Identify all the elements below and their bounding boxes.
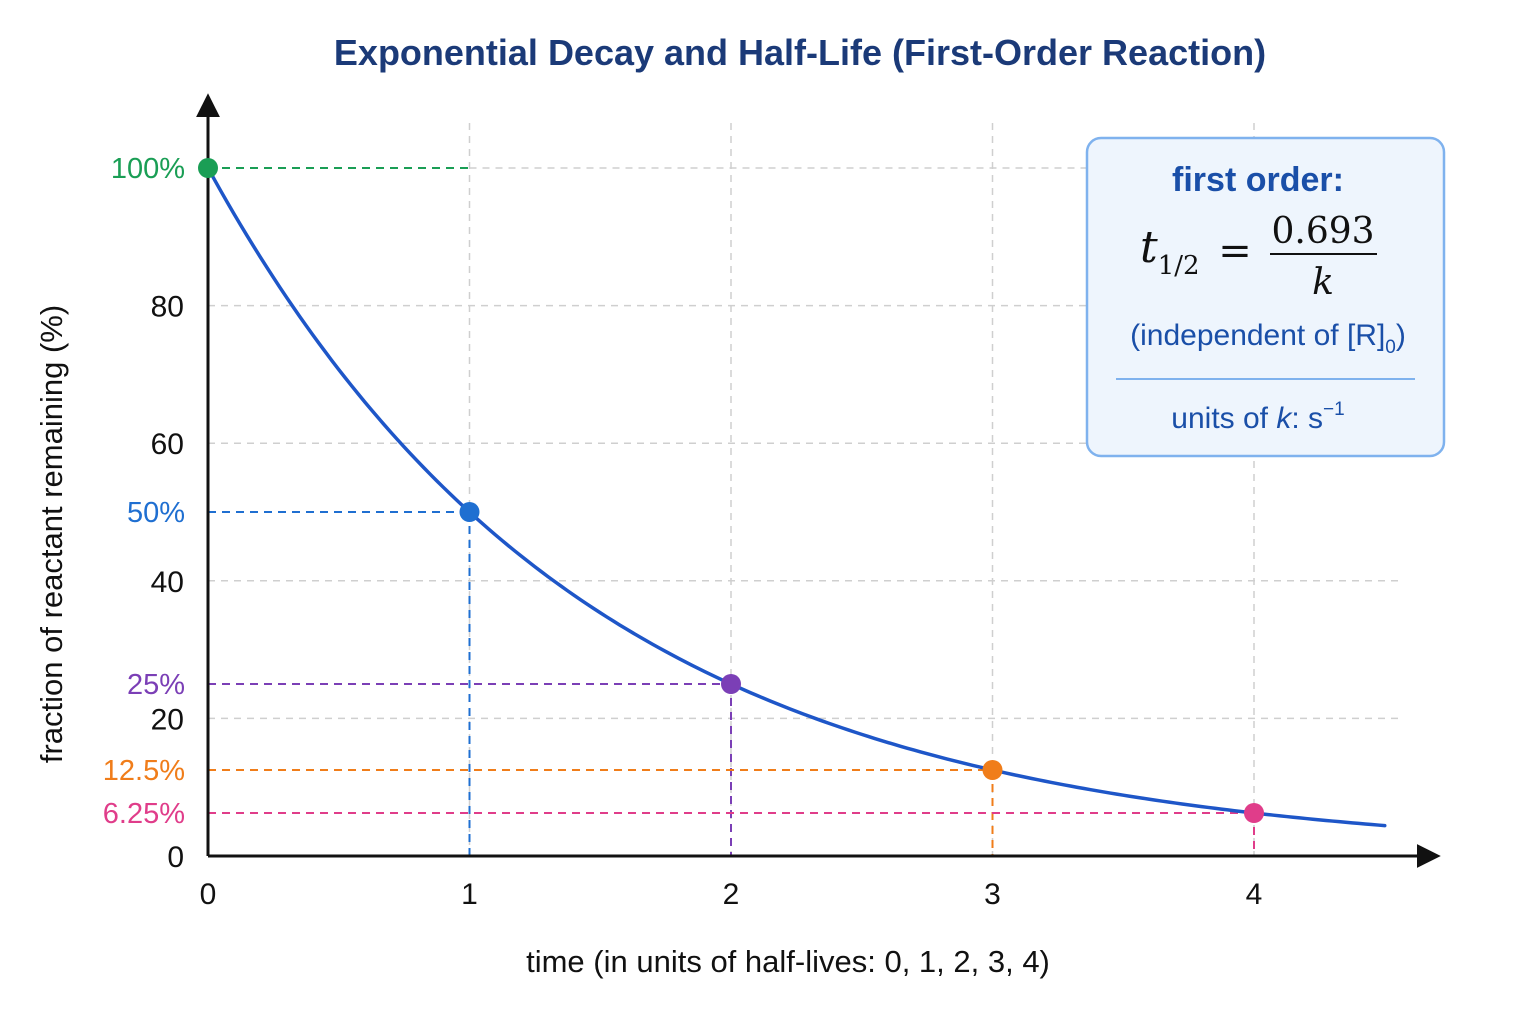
y-tick-label: 0 xyxy=(167,841,184,874)
reference-label: 50% xyxy=(127,497,185,529)
x-tick-label: 3 xyxy=(984,878,1001,911)
units-suffix: : s xyxy=(1291,402,1323,435)
formula-lhs-base: t xyxy=(1140,222,1158,273)
formula-lhs-sub: 1/2 xyxy=(1158,251,1200,281)
formula-heading: first order: xyxy=(1172,161,1344,199)
half-life-point xyxy=(982,760,1003,780)
formula-box-frame xyxy=(1085,136,1446,458)
reference-lines: 100% 50% 25% 12.5% 6.25% xyxy=(103,153,1255,856)
y-tick-label: 80 xyxy=(151,291,184,324)
chart-title: Exponential Decay and Half-Life (First-O… xyxy=(334,32,1266,73)
half-life-point xyxy=(459,502,480,522)
formula-box: first order: t1/2 = 0.693 k (independent… xyxy=(1085,136,1446,458)
formula-note-main: (independent of [R] xyxy=(1130,319,1385,352)
reference-label: 12.5% xyxy=(103,755,185,787)
formula-numerator: 0.693 xyxy=(1271,211,1374,252)
units-sup: −1 xyxy=(1323,399,1345,420)
reference-label: 25% xyxy=(127,669,185,701)
y-tick-label: 20 xyxy=(151,703,184,736)
formula-lhs: t1/2 xyxy=(1140,222,1200,281)
formula-denominator: k xyxy=(1312,262,1334,303)
half-life-point xyxy=(198,158,218,178)
x-axis-label: time (in units of half-lives: 0, 1, 2, 3… xyxy=(526,944,1050,979)
reference-label: 100% xyxy=(111,153,185,185)
units-k: k xyxy=(1276,402,1293,435)
formula-note-sub: 0 xyxy=(1385,337,1396,358)
decay-curve xyxy=(206,166,1387,828)
half-life-point xyxy=(721,674,741,694)
reference-label: 6.25% xyxy=(103,798,185,830)
half-life-points xyxy=(198,158,1264,823)
x-tick-label: 4 xyxy=(1246,878,1263,911)
units-prefix: units of xyxy=(1171,402,1276,435)
x-tick-label: 1 xyxy=(461,878,478,911)
units-of-k: units of k: s−1 xyxy=(1171,399,1344,435)
formula-note: (independent of [R]0) xyxy=(1130,319,1406,358)
axis-ticks: 0 20 40 60 80 0 1 2 3 4 xyxy=(151,291,1263,911)
y-tick-label: 60 xyxy=(151,428,184,461)
formula-note-close: ) xyxy=(1396,319,1406,352)
half-life-point xyxy=(1244,803,1264,823)
y-axis-label: fraction of reactant remaining (%) xyxy=(34,305,69,763)
formula-equals: = xyxy=(1218,228,1252,274)
y-tick-label: 40 xyxy=(151,566,184,599)
decay-line xyxy=(206,166,1387,828)
x-tick-label: 2 xyxy=(723,878,740,911)
x-tick-label: 0 xyxy=(200,878,217,911)
